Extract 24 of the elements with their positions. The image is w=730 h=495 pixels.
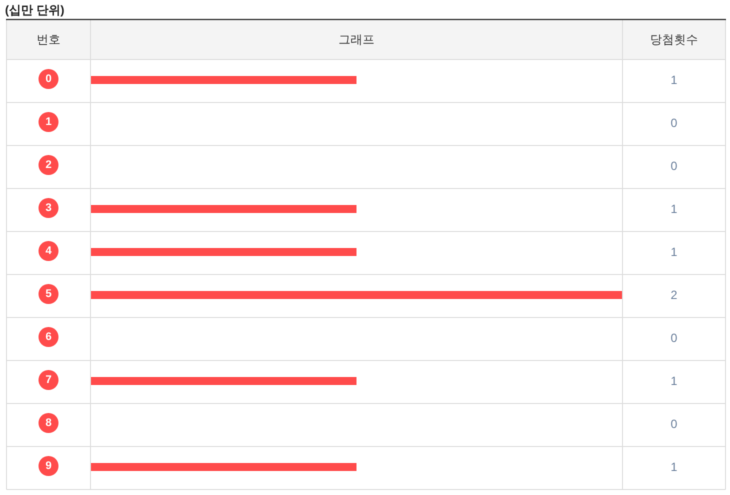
data-label: 1 — [670, 73, 678, 87]
y-tick-label: 7 — [45, 374, 52, 386]
data-label: 1 — [670, 374, 678, 388]
x-axis-title: 그래프 — [338, 32, 374, 46]
y-tick-label: 2 — [45, 159, 52, 171]
data-label: 1 — [670, 460, 678, 474]
y-tick-label: 1 — [45, 116, 52, 128]
y-tick-label: 9 — [45, 460, 52, 472]
data-label: 0 — [670, 116, 678, 130]
y-tick-label: 0 — [45, 73, 52, 85]
data-label: 0 — [670, 331, 678, 345]
text: 당첨횟수 — [650, 32, 698, 46]
y-tick-label: 6 — [45, 331, 52, 343]
y-tick-label: 5 — [45, 288, 52, 300]
data-label: 1 — [670, 202, 678, 216]
y-tick-label: 8 — [45, 417, 52, 429]
data-label: 1 — [670, 245, 678, 259]
chart-title: (십만 단위) — [5, 3, 64, 17]
data-label: 2 — [670, 288, 678, 302]
y-tick-label: 3 — [45, 202, 52, 214]
data-label: 0 — [670, 417, 678, 431]
data-label: 0 — [670, 159, 678, 173]
y-tick-label: 4 — [45, 245, 52, 257]
y-axis-title: 번호 — [36, 32, 60, 46]
